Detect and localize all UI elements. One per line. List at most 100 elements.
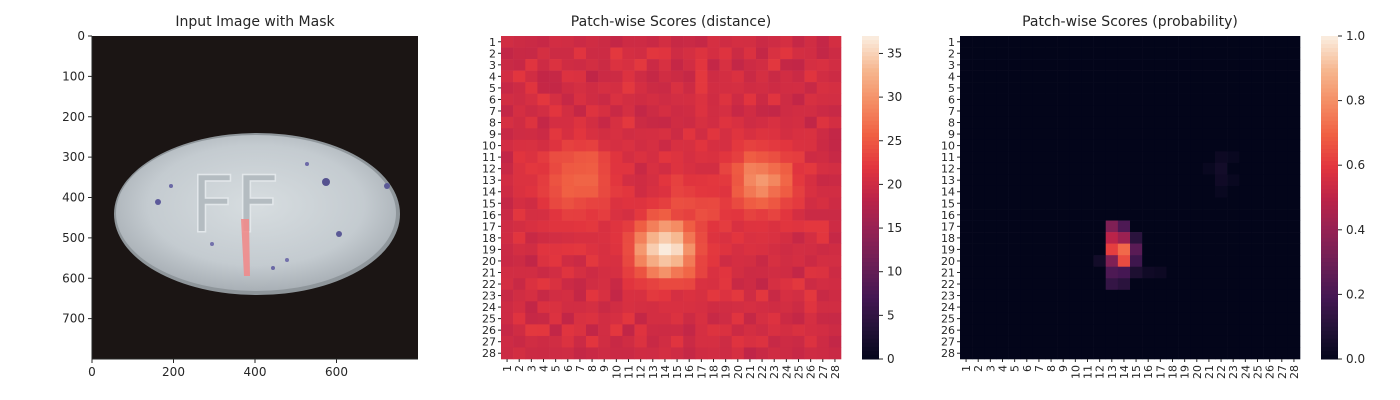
- heatmap-cell: [1020, 335, 1034, 348]
- heatmap-cell: [634, 301, 648, 314]
- heatmap-cell: [804, 70, 818, 83]
- heatmap-cell: [1045, 36, 1058, 48]
- colorbar-segment: [1321, 132, 1338, 138]
- heatmap-cell: [792, 82, 805, 94]
- heatmap-cell: [561, 128, 575, 141]
- heatmap-cell: [1287, 209, 1301, 221]
- colorbar-segment: [1321, 44, 1338, 49]
- y-tick-label: 23: [482, 290, 496, 303]
- heatmap-cell: [561, 255, 575, 268]
- heatmap-cell: [586, 128, 599, 141]
- heatmap-cell: [1045, 93, 1058, 106]
- heatmap-cell: [1263, 82, 1277, 94]
- heatmap-cell: [804, 128, 818, 141]
- heatmap-cell: [719, 197, 733, 210]
- heatmap-cell: [537, 266, 550, 279]
- heatmap-cell: [598, 255, 611, 268]
- heatmap-cell: [972, 59, 985, 71]
- colorbar-tick-label: 15: [887, 221, 902, 235]
- heatmap-cell: [1020, 139, 1034, 152]
- heatmap-cell: [756, 128, 769, 141]
- heatmap-cell: [996, 255, 1009, 268]
- heatmap-cell: [683, 116, 696, 129]
- heatmap-cell: [960, 197, 973, 210]
- heatmap-cell: [1190, 301, 1204, 314]
- heatmap-cell: [513, 185, 526, 198]
- heatmap-cell: [1105, 185, 1119, 198]
- heatmap-cell: [996, 209, 1009, 221]
- heatmap-cell: [1117, 347, 1131, 360]
- heatmap-cell: [1045, 209, 1058, 221]
- heatmap-cell: [792, 301, 805, 314]
- heatmap-cell: [1215, 70, 1228, 83]
- heatmap-cell: [1275, 139, 1289, 152]
- heatmap-cell: [1166, 278, 1179, 291]
- colorbar-segment: [862, 334, 879, 340]
- heatmap-cell: [1202, 116, 1216, 129]
- heatmap-cell: [1263, 151, 1277, 164]
- heatmap-cell: [501, 312, 514, 325]
- colorbar-segment: [862, 350, 879, 356]
- heatmap-cell: [525, 162, 538, 175]
- heatmap-cell: [792, 335, 805, 348]
- heatmap-cell: [792, 128, 805, 141]
- heatmap-cell: [537, 220, 550, 233]
- y-tick-label: 20: [482, 255, 496, 268]
- heatmap-cell: [1069, 70, 1082, 83]
- heatmap-cell: [756, 278, 769, 291]
- heatmap-cell: [1190, 289, 1204, 302]
- x-tick-label: 19: [720, 365, 733, 379]
- heatmap-cell: [561, 139, 575, 152]
- heatmap-cell: [1093, 36, 1107, 48]
- heatmap-cell: [984, 324, 997, 337]
- heatmap-cell: [1287, 82, 1301, 94]
- heatmap-cell: [1105, 243, 1119, 256]
- heatmap-cell: [743, 243, 757, 256]
- heatmap-cell: [1178, 162, 1192, 175]
- heatmap-cell: [561, 243, 575, 256]
- heatmap-cell: [671, 93, 684, 106]
- x-tick-label: 24: [780, 365, 793, 379]
- heatmap-cell: [1275, 36, 1289, 48]
- heatmap-cell: [525, 59, 538, 71]
- heatmap-cell: [1008, 139, 1022, 152]
- heatmap-cell: [525, 82, 538, 94]
- heatmap-cell: [1142, 36, 1155, 48]
- heatmap-cell: [768, 139, 781, 152]
- heatmap-cell: [658, 128, 672, 141]
- heatmap-cell: [1190, 243, 1204, 256]
- heatmap-cell: [1275, 324, 1289, 337]
- heatmap-cell: [804, 47, 818, 60]
- heatmap-cell: [1117, 82, 1131, 94]
- heatmap-cell: [792, 312, 805, 325]
- colorbar-segment: [862, 132, 879, 138]
- heatmap-cell: [586, 93, 599, 106]
- heatmap-cell: [1069, 289, 1082, 302]
- heatmap-cell: [1190, 347, 1204, 360]
- heatmap-cell: [1178, 151, 1192, 164]
- pill-speck: [285, 258, 289, 262]
- heatmap-cell: [1093, 47, 1107, 60]
- heatmap-cell: [1287, 93, 1301, 106]
- heatmap-cell: [549, 220, 563, 233]
- y-tick-label: 20: [941, 255, 955, 268]
- heatmap-cell: [1057, 139, 1070, 152]
- heatmap-cell: [598, 335, 611, 348]
- heatmap-cell: [792, 220, 805, 233]
- heatmap-cell: [1215, 347, 1228, 360]
- colorbar-segment: [1321, 254, 1338, 259]
- heatmap-cell: [598, 59, 611, 71]
- heatmap-cell: [1008, 278, 1022, 291]
- heatmap-cell: [695, 93, 708, 106]
- colorbar-segment: [862, 76, 879, 81]
- colorbar-tick-label: 0.6: [1346, 158, 1365, 172]
- heatmap-cell: [768, 70, 781, 83]
- y-tick-label: 2: [489, 47, 496, 60]
- heatmap-cell: [804, 139, 818, 152]
- heatmap-cell: [792, 289, 805, 302]
- heatmap-cell: [768, 105, 781, 118]
- heatmap-cell: [1081, 36, 1094, 48]
- x-tick-label: 27: [1276, 365, 1289, 379]
- heatmap-cell: [816, 266, 830, 279]
- y-tick-label: 15: [941, 197, 955, 210]
